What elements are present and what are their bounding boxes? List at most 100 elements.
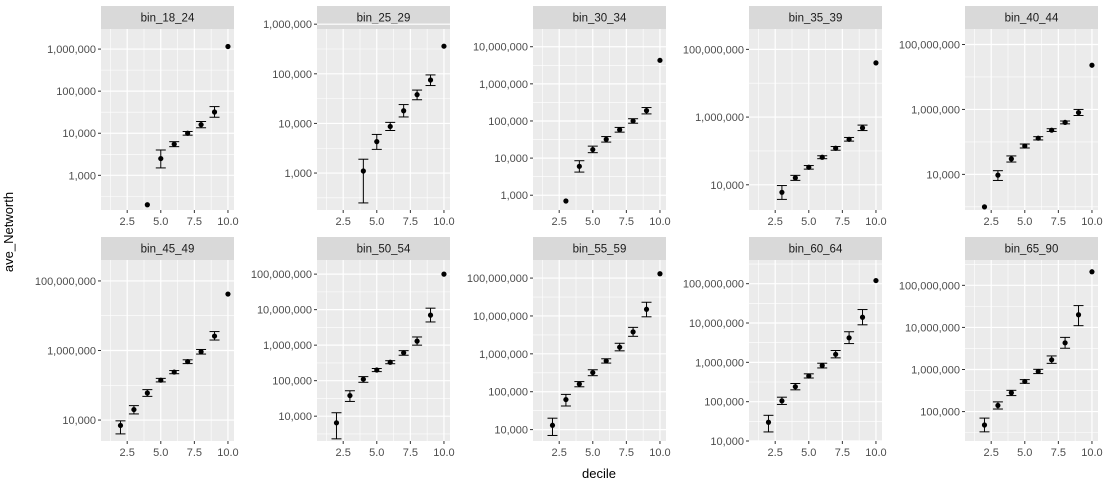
data-point: [171, 369, 177, 375]
y-tick-label: 100,000: [920, 407, 960, 419]
error-bar: [331, 412, 342, 440]
data-point: [333, 420, 340, 426]
y-tick-label: 1,000,000: [47, 346, 96, 358]
y-tick-label: 10,000: [62, 415, 96, 427]
y-tick-label: 1,000,000: [695, 112, 744, 124]
y-tick-label: 10,000,000: [473, 42, 528, 54]
x-tick-label: 7.5: [1051, 447, 1066, 459]
data-point: [387, 359, 393, 365]
data-point: [1075, 109, 1082, 116]
data-point: [765, 419, 772, 425]
panel-background: [965, 260, 1098, 441]
data-point: [779, 398, 785, 404]
x-tick-label: 7.5: [1051, 216, 1066, 228]
data-point: [225, 43, 231, 50]
facet-strip-label: bin_50_54: [357, 244, 411, 256]
data-point: [819, 362, 825, 369]
y-tick-label: 100,000,000: [467, 273, 528, 285]
data-point: [630, 118, 636, 124]
y-tick-label: 10,000,000: [689, 318, 744, 330]
data-point: [603, 136, 609, 142]
x-tick-label: 5.0: [1017, 216, 1032, 228]
data-point: [158, 155, 164, 162]
data-point: [374, 139, 380, 145]
y-tick-label: 10,000: [494, 153, 528, 165]
data-point: [225, 291, 231, 297]
data-point: [198, 122, 204, 128]
data-point: [981, 422, 988, 428]
x-tick-label: 7.5: [835, 447, 850, 459]
x-tick-label: 7.5: [403, 216, 418, 228]
y-tick-label: 10,000: [278, 411, 312, 423]
facet-strip: [965, 237, 1098, 260]
x-tick-label: 2.5: [552, 447, 567, 459]
y-tick-label: 100,000: [56, 86, 96, 98]
facet-strip: [317, 237, 450, 260]
x-tick-label: 7.5: [403, 447, 418, 459]
facet-bin_50_54: bin_50_54 10,000 100,000 1,000,000 10,000,00…: [251, 237, 455, 459]
data-point: [171, 141, 177, 147]
x-tick-label: 10.0: [649, 447, 670, 459]
y-tick-label: 100,000,000: [683, 279, 744, 291]
x-tick-label: 10.0: [1081, 216, 1102, 228]
panel-background: [101, 29, 234, 210]
facet-strip: [533, 6, 666, 29]
y-tick-label: 100,000,000: [35, 276, 96, 288]
facet-strip: [101, 237, 234, 260]
x-tick-label: 2.5: [768, 216, 783, 228]
data-point: [833, 145, 839, 151]
data-point: [131, 406, 137, 413]
facet-bin_35_39: bin_35_39 10,000 1,000,000 100,000,000 2.5 5.…: [683, 6, 887, 228]
panel-background: [533, 260, 666, 441]
y-tick-label: 1,000,000: [263, 340, 312, 352]
facet-bin_45_49: bin_45_49 10,000 1,000,000 100,000,000 2.5 5.…: [35, 237, 239, 459]
facet-strip-label: bin_30_34: [573, 13, 627, 25]
y-tick-label: 10,000,000: [257, 305, 312, 317]
facet-strip: [749, 237, 882, 260]
data-point: [1008, 156, 1014, 162]
data-point: [185, 358, 191, 365]
data-point: [576, 163, 582, 169]
data-point: [414, 338, 420, 344]
x-tick-label: 5.0: [153, 216, 168, 228]
x-tick-label: 5.0: [369, 216, 384, 228]
facet-strip-label: bin_45_49: [141, 244, 195, 256]
error-bar: [358, 158, 369, 204]
data-point: [1049, 357, 1055, 363]
data-point: [414, 92, 420, 98]
data-point: [859, 125, 866, 131]
x-tick-label: 2.5: [336, 216, 351, 228]
facet-strip-label: bin_65_90: [1005, 244, 1059, 256]
facet-strip: [101, 6, 234, 29]
data-point: [819, 154, 825, 160]
x-tick-label: 10.0: [217, 216, 238, 228]
data-point: [360, 376, 366, 382]
data-point: [792, 175, 798, 181]
y-tick-label: 1,000,000: [695, 357, 744, 369]
data-point: [1022, 378, 1028, 385]
facet-bin_55_59: bin_55_59 10,000 100,000 1,000,000 10,000,00…: [467, 237, 671, 459]
facet-strip: [317, 6, 450, 29]
y-tick-label: 1,000,000: [911, 104, 960, 116]
data-point: [995, 172, 1001, 178]
data-point: [117, 422, 124, 429]
facet-strip-label: bin_35_39: [789, 13, 843, 25]
y-tick-label: 1,000,000: [911, 365, 960, 377]
x-tick-label: 2.5: [984, 216, 999, 228]
data-point: [563, 198, 569, 204]
data-point: [846, 335, 852, 341]
data-point: [643, 306, 650, 312]
y-tick-label: 100,000: [272, 376, 312, 388]
data-point: [401, 350, 407, 356]
data-point: [441, 271, 447, 277]
x-tick-label: 10.0: [649, 216, 670, 228]
y-tick-label: 10,000: [926, 169, 960, 181]
data-point: [1062, 340, 1068, 346]
panel-background: [965, 29, 1098, 210]
y-tick-label: 100,000: [272, 69, 312, 81]
data-point: [347, 392, 353, 399]
data-point: [427, 77, 434, 83]
y-tick-label: 10,000: [494, 425, 528, 437]
data-point: [643, 108, 650, 114]
